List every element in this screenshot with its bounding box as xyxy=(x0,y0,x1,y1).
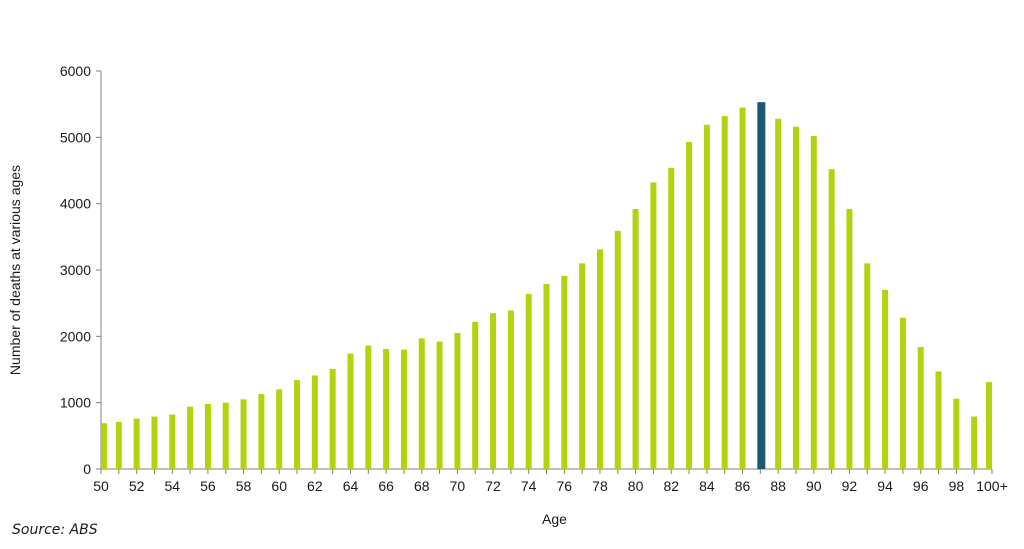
y-tick-label: 1000 xyxy=(60,395,91,411)
bar-age-56 xyxy=(204,403,211,469)
bar-age-69 xyxy=(436,341,443,469)
bar-age-87 xyxy=(757,102,766,469)
x-tick-label: 66 xyxy=(378,478,394,494)
bar-age-83 xyxy=(686,141,693,469)
bar-age-89 xyxy=(792,126,799,469)
y-tick-label: 6000 xyxy=(60,63,91,79)
bar-age-57 xyxy=(222,402,229,469)
bars xyxy=(101,102,992,470)
y-axis-title: Number of deaths at various ages xyxy=(7,165,23,375)
bar-age-85 xyxy=(721,116,728,470)
bar-age-82 xyxy=(668,167,675,469)
bar-age-80 xyxy=(632,208,639,469)
bar-age-76 xyxy=(561,275,568,469)
bar-age-54 xyxy=(169,414,176,469)
bar-age-60 xyxy=(276,389,283,469)
bar-age-94 xyxy=(882,289,889,469)
bar-age-79 xyxy=(614,230,621,469)
x-tick-label: 72 xyxy=(485,478,501,494)
bar-age-65 xyxy=(365,345,372,469)
x-tick-label: 78 xyxy=(592,478,608,494)
bar-age-95 xyxy=(899,317,906,469)
bar-age-84 xyxy=(703,124,710,469)
y-tick-label: 2000 xyxy=(60,328,91,344)
source-note: Source: ABS xyxy=(12,522,98,538)
bar-age-51 xyxy=(115,421,122,469)
bar-age-70 xyxy=(454,333,461,469)
x-tick-label: 100+ xyxy=(976,478,1008,494)
x-tick-label: 80 xyxy=(628,478,644,494)
y-axis: 0 1000 2000 3000 4000 5000 6000 xyxy=(60,63,102,477)
bar-age-63 xyxy=(329,368,336,469)
bar-age-72 xyxy=(490,313,497,469)
x-tick-label: 58 xyxy=(236,478,252,494)
x-tick-label: 84 xyxy=(699,478,715,494)
bar-age-88 xyxy=(775,118,782,469)
bar-age-52 xyxy=(133,418,140,469)
x-tick-label: 62 xyxy=(307,478,323,494)
bar-age-59 xyxy=(258,394,265,469)
x-tick-label: 88 xyxy=(770,478,786,494)
bar-age-97 xyxy=(935,371,942,469)
x-tick-label: 54 xyxy=(164,478,180,494)
bar-age-50 xyxy=(101,423,107,469)
x-tick-label: 74 xyxy=(521,478,537,494)
x-tick-label: 68 xyxy=(414,478,430,494)
x-tick-label: 96 xyxy=(913,478,929,494)
y-tick-label: 0 xyxy=(83,461,91,477)
bar-age-81 xyxy=(650,182,657,469)
x-tick-label: 70 xyxy=(450,478,466,494)
x-tick-label: 98 xyxy=(949,478,965,494)
x-tick-label: 56 xyxy=(200,478,216,494)
bar-age-68 xyxy=(418,338,425,469)
y-tick-label: 5000 xyxy=(60,129,91,145)
x-tick-label: 52 xyxy=(129,478,145,494)
bar-age-90 xyxy=(810,136,817,470)
x-tick-label: 50 xyxy=(93,478,109,494)
bar-age-73 xyxy=(507,310,514,469)
bar-age-93 xyxy=(864,263,871,469)
bar-age-53 xyxy=(151,416,158,469)
bar-age-62 xyxy=(311,375,318,469)
bar-age-100+ xyxy=(986,382,992,469)
bar-age-86 xyxy=(739,107,746,469)
bar-age-77 xyxy=(579,263,586,469)
bar-age-78 xyxy=(596,249,603,469)
bar-age-67 xyxy=(400,349,407,469)
x-tick-label: 76 xyxy=(557,478,573,494)
bar-age-91 xyxy=(828,169,835,469)
x-tick-label: 64 xyxy=(343,478,359,494)
bar-age-61 xyxy=(294,380,301,469)
x-axis: 50 52 54 56 58 60 62 64 66 68 70 72 74 76 78 80 82 84 86 88… xyxy=(93,468,1008,494)
bar-age-92 xyxy=(846,208,853,469)
bar-age-66 xyxy=(383,348,390,469)
bar-age-64 xyxy=(347,353,354,469)
x-tick-label: 92 xyxy=(842,478,858,494)
bar-age-71 xyxy=(472,321,479,469)
x-tick-label: 94 xyxy=(877,478,893,494)
bar-age-55 xyxy=(187,406,194,469)
y-tick-label: 3000 xyxy=(60,262,91,278)
x-tick-label: 82 xyxy=(663,478,679,494)
x-tick-label: 86 xyxy=(735,478,751,494)
bar-age-96 xyxy=(917,346,924,469)
bar-age-75 xyxy=(543,283,550,469)
bar-age-98 xyxy=(953,398,960,469)
x-tick-label: 90 xyxy=(806,478,822,494)
y-tick-label: 4000 xyxy=(60,196,91,212)
x-tick-label: 60 xyxy=(271,478,287,494)
bar-age-58 xyxy=(240,399,247,469)
bar-age-99 xyxy=(971,416,978,469)
bar-age-74 xyxy=(525,293,532,469)
x-axis-title: Age xyxy=(542,511,567,527)
